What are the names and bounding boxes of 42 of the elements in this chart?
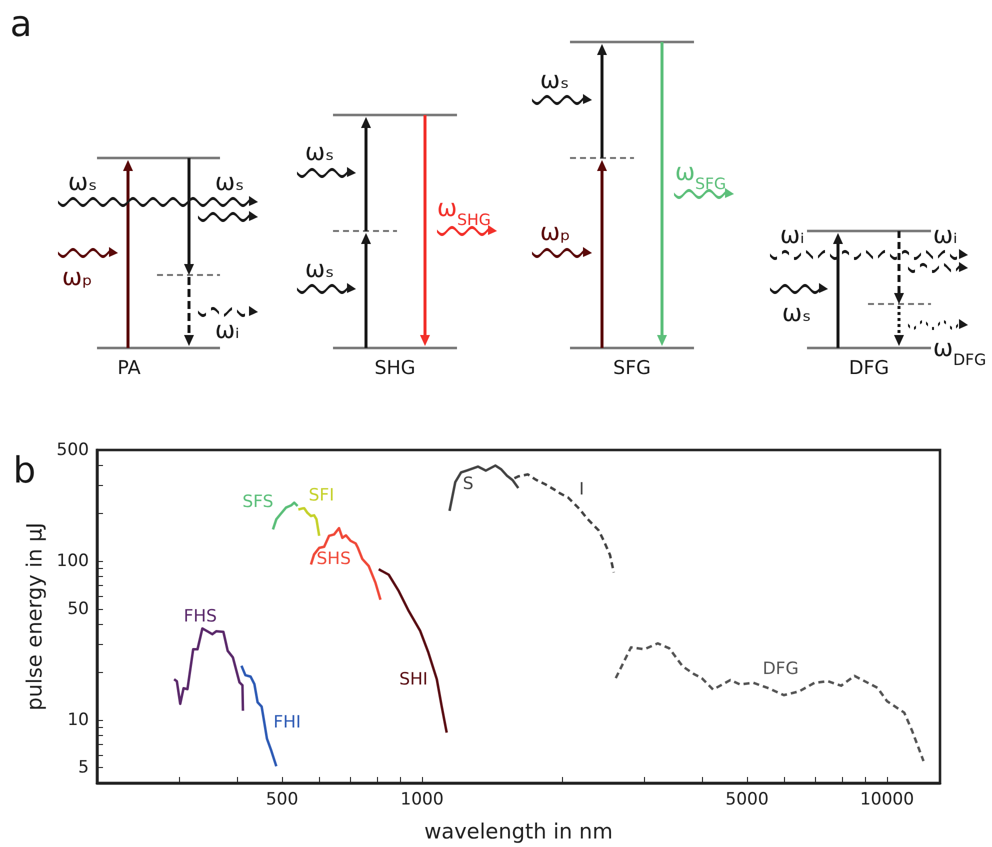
text: ωₛ xyxy=(782,299,812,327)
series-label: S xyxy=(462,474,474,494)
x-tick-label: 10000 xyxy=(860,790,914,810)
text: ωₛ xyxy=(68,168,98,196)
text: ωₛ xyxy=(215,168,244,196)
chart-title: b xyxy=(13,450,36,492)
text: ω$_{DFG}$ xyxy=(933,334,986,369)
text: ω$_{SHG}$ xyxy=(437,194,491,229)
line-series xyxy=(297,506,320,538)
text: ωᵢ xyxy=(215,316,240,344)
series-label: FHI xyxy=(273,712,301,733)
text: PA xyxy=(117,357,141,379)
text: SHG xyxy=(374,357,416,379)
series-label: DFG xyxy=(762,658,799,679)
y-tick-label: 10 xyxy=(67,710,89,730)
text: ωₛ xyxy=(305,255,334,283)
text: a xyxy=(10,4,32,45)
series-label: SHS xyxy=(316,548,351,569)
text: ωₛ xyxy=(305,138,334,166)
text: SFG xyxy=(613,357,651,379)
y-tick-label: 50 xyxy=(67,598,89,619)
text: DFG xyxy=(848,357,890,379)
text: ωᵢ xyxy=(780,221,804,249)
text: ωᵢ xyxy=(933,221,958,249)
series-label: SFS xyxy=(242,492,274,512)
x-tick-label: 1000 xyxy=(400,790,444,810)
y-axis-title: pulse energy in μJ xyxy=(22,522,46,711)
y-tick-label: 5 xyxy=(78,758,89,778)
x-axis-title: wavelength in nm xyxy=(424,820,613,844)
x-tick-label: 500 xyxy=(266,790,298,810)
text: ωₚ xyxy=(540,218,570,246)
y-tick-label: 500 xyxy=(56,440,89,460)
line-series xyxy=(272,501,299,531)
series-label: SFI xyxy=(308,485,334,506)
series-label: FHS xyxy=(184,606,217,626)
series-label: I xyxy=(579,480,584,500)
text: ωₛ xyxy=(540,66,570,94)
series-label: SHI xyxy=(399,669,428,690)
y-tick-label: 100 xyxy=(56,551,89,571)
text: ωₚ xyxy=(62,263,92,291)
x-tick-label: 5000 xyxy=(725,790,769,810)
text: ω$_{SFG}$ xyxy=(675,158,726,193)
